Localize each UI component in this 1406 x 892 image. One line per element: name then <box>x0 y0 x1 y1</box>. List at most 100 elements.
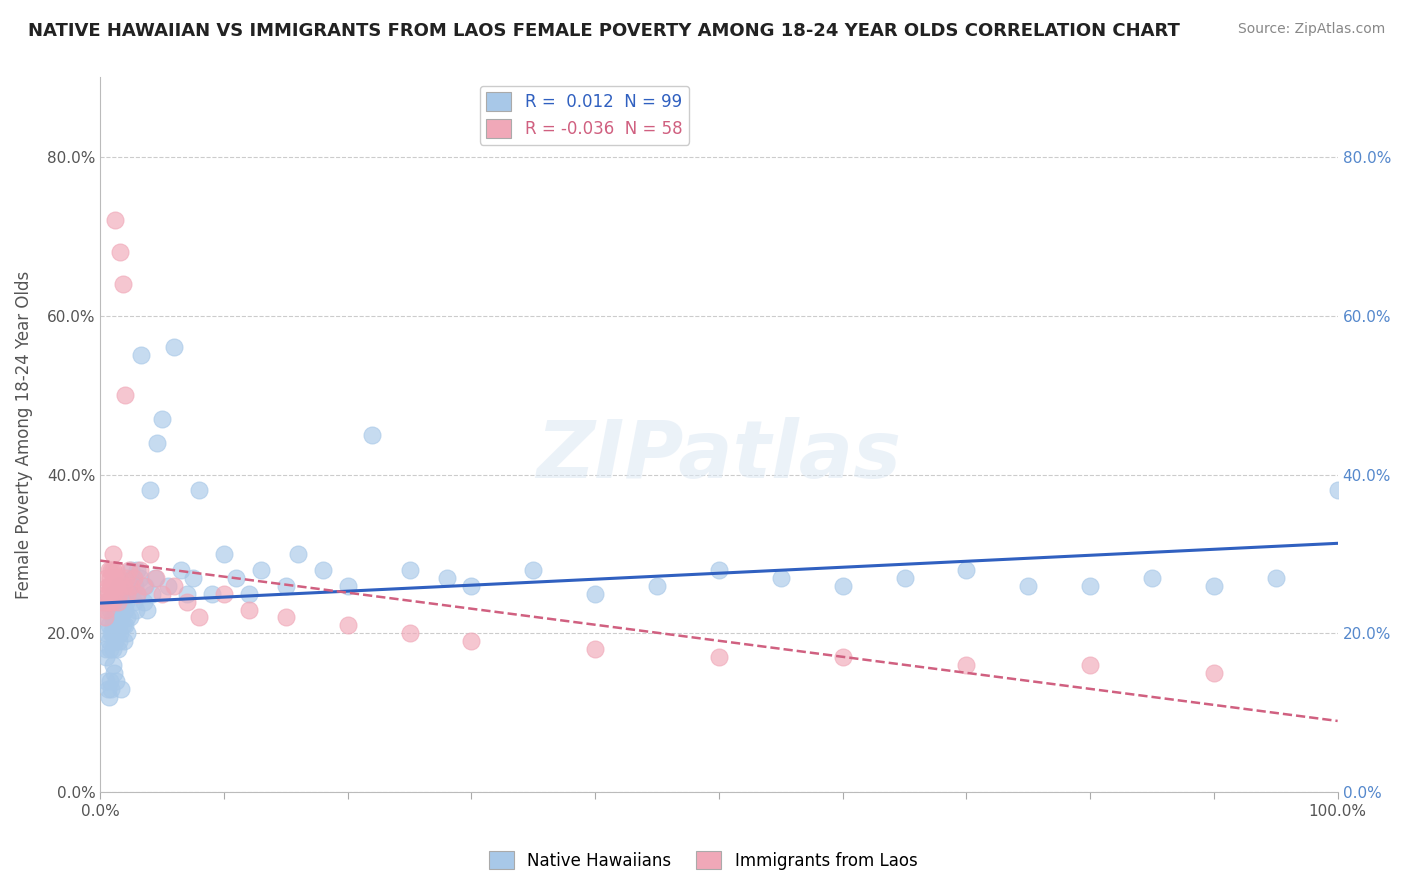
Point <box>769 571 792 585</box>
Point <box>1264 571 1286 585</box>
Point <box>163 341 186 355</box>
Point <box>146 435 169 450</box>
Point <box>181 571 204 585</box>
Point <box>114 618 136 632</box>
Text: NATIVE HAWAIIAN VS IMMIGRANTS FROM LAOS FEMALE POVERTY AMONG 18-24 YEAR OLDS COR: NATIVE HAWAIIAN VS IMMIGRANTS FROM LAOS … <box>28 22 1180 40</box>
Point <box>97 594 120 608</box>
Point <box>134 579 156 593</box>
Point <box>96 602 118 616</box>
Point <box>460 634 482 648</box>
Point <box>97 690 120 704</box>
Point <box>108 579 131 593</box>
Point <box>93 594 115 608</box>
Point <box>436 571 458 585</box>
Point <box>97 579 120 593</box>
Point <box>120 579 142 593</box>
Point <box>893 571 915 585</box>
Point <box>188 483 211 498</box>
Point <box>107 594 129 608</box>
Point <box>111 277 134 291</box>
Point <box>98 594 121 608</box>
Point <box>124 579 146 593</box>
Point <box>127 563 149 577</box>
Point <box>105 626 128 640</box>
Point <box>707 650 730 665</box>
Point <box>136 602 159 616</box>
Point <box>115 594 138 608</box>
Point <box>94 610 117 624</box>
Point <box>104 579 127 593</box>
Point <box>108 634 131 648</box>
Point <box>111 618 134 632</box>
Point <box>100 626 122 640</box>
Point <box>100 579 122 593</box>
Point <box>98 571 121 585</box>
Point <box>103 666 125 681</box>
Point <box>139 547 162 561</box>
Point <box>101 594 124 608</box>
Point <box>105 673 128 688</box>
Point <box>157 579 180 593</box>
Point <box>122 594 145 608</box>
Point <box>212 587 235 601</box>
Point <box>101 594 124 608</box>
Point <box>114 388 136 402</box>
Point <box>110 610 132 624</box>
Text: Source: ZipAtlas.com: Source: ZipAtlas.com <box>1237 22 1385 37</box>
Point <box>98 579 121 593</box>
Point <box>132 594 155 608</box>
Point <box>225 571 247 585</box>
Point <box>274 579 297 593</box>
Point <box>97 618 120 632</box>
Point <box>287 547 309 561</box>
Point <box>117 626 139 640</box>
Point <box>583 587 606 601</box>
Point <box>105 563 128 577</box>
Point <box>112 634 135 648</box>
Point <box>143 571 166 585</box>
Point <box>201 587 224 601</box>
Point <box>108 602 131 616</box>
Point <box>98 673 121 688</box>
Point <box>460 579 482 593</box>
Point <box>831 650 853 665</box>
Point <box>96 673 118 688</box>
Point <box>645 579 668 593</box>
Point <box>398 626 420 640</box>
Point <box>1202 666 1225 681</box>
Point <box>118 610 141 624</box>
Point <box>101 563 124 577</box>
Point <box>105 579 128 593</box>
Point <box>103 587 125 601</box>
Point <box>238 602 260 616</box>
Point <box>96 650 118 665</box>
Point <box>163 579 186 593</box>
Point <box>118 563 141 577</box>
Point <box>97 634 120 648</box>
Point <box>125 602 148 616</box>
Point <box>120 563 142 577</box>
Point <box>398 563 420 577</box>
Point <box>336 579 359 593</box>
Point <box>101 642 124 657</box>
Point <box>170 563 193 577</box>
Point <box>108 618 131 632</box>
Point <box>1140 571 1163 585</box>
Point <box>111 594 134 608</box>
Point <box>176 594 198 608</box>
Point <box>96 587 118 601</box>
Point <box>108 571 131 585</box>
Point <box>110 681 132 696</box>
Point <box>141 587 163 601</box>
Point <box>96 594 118 608</box>
Point <box>105 610 128 624</box>
Point <box>831 579 853 593</box>
Point <box>336 618 359 632</box>
Point <box>98 642 121 657</box>
Point <box>583 642 606 657</box>
Point <box>1078 658 1101 673</box>
Point <box>104 602 127 616</box>
Point <box>1078 579 1101 593</box>
Point <box>117 587 139 601</box>
Point <box>101 658 124 673</box>
